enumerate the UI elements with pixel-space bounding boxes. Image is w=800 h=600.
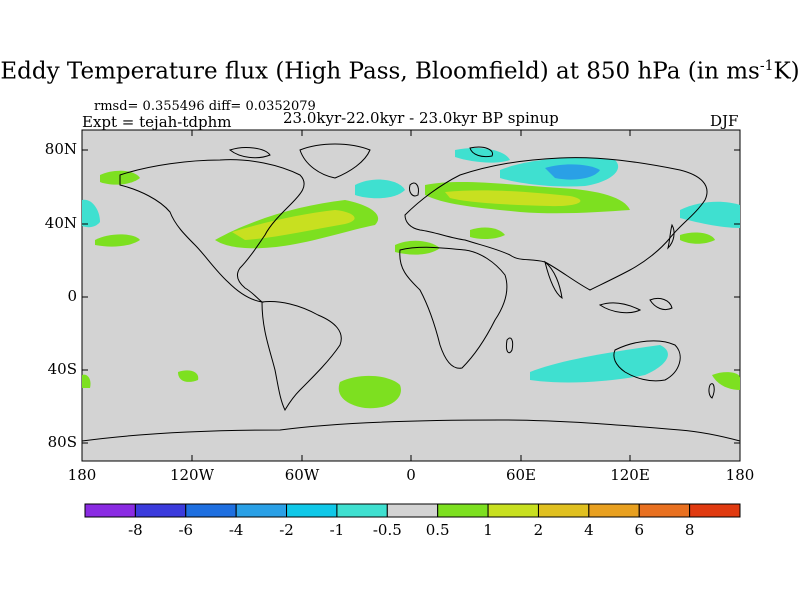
lat-label-80n: 80N — [44, 140, 77, 158]
colorbar-label: 0.5 — [425, 521, 450, 539]
lon-label-120w: 120W — [169, 466, 215, 484]
period-label: 23.0kyr-22.0kyr - 23.0kyr BP spinup — [283, 109, 559, 127]
colorbar — [84, 503, 741, 518]
colorbar-label: -2 — [279, 521, 294, 539]
colorbar-label: 8 — [684, 521, 695, 539]
colorbar-label: 6 — [634, 521, 644, 539]
lat-label-40s: 40S — [47, 360, 77, 378]
map-title: Eddy Temperature flux (High Pass, Bloomf… — [0, 58, 800, 85]
map-background — [81, 129, 741, 462]
lon-label-180e: 180 — [725, 466, 755, 484]
patch-med-green-2 — [470, 227, 505, 240]
lat-label-80s: 80S — [47, 433, 77, 451]
colorbar-label: -8 — [128, 521, 143, 539]
patch-north-sea-cyan — [455, 148, 510, 163]
colorbar-box — [185, 503, 237, 518]
lon-label-180w: 180 — [67, 466, 97, 484]
experiment-label: Expt = tejah-tdphm — [82, 113, 232, 131]
colorbar-label: -0.5 — [372, 521, 402, 539]
colorbar-label: -4 — [228, 521, 244, 539]
colorbar-label: -6 — [178, 521, 194, 539]
stats-text: rmsd= 0.355496 diff= 0.0352079 — [94, 99, 316, 114]
patch-siberia-blue — [545, 164, 600, 180]
colorbar-box — [588, 503, 640, 518]
colorbar-box — [336, 503, 388, 518]
patch-pacific-cyan-east — [680, 201, 740, 228]
colorbar-box — [537, 503, 590, 518]
colorbar-label: -1 — [329, 521, 345, 539]
lon-label-60e: 60E — [505, 466, 537, 484]
patch-eurasia-yellow — [445, 190, 581, 207]
colorbar-label: 2 — [533, 521, 544, 539]
patch-w-edge-green — [82, 374, 91, 388]
colorbar-box — [386, 503, 439, 518]
patch-n-atlantic-yellow — [232, 210, 355, 240]
colorbar-box — [286, 503, 338, 518]
coastlines — [81, 143, 741, 442]
colorbar-box — [638, 503, 691, 518]
lon-label-60w: 60W — [284, 466, 320, 484]
colorbar-box — [134, 503, 187, 518]
lat-label-40n: 40N — [44, 214, 77, 232]
colorbar-box — [437, 503, 489, 518]
lat-label-0: 0 — [67, 287, 77, 305]
colorbar-box — [487, 503, 539, 518]
patch-south-atlantic-green — [338, 375, 401, 409]
patch-greenland-cyan — [355, 179, 405, 199]
lon-label-0: 0 — [406, 466, 416, 484]
colorbar-box — [235, 503, 288, 518]
patch-s-pacific-green-e — [712, 372, 740, 390]
patch-indian-ocean-cyan — [530, 345, 668, 383]
lon-label-120e: 120E — [610, 466, 650, 484]
patch-pacific-cyan-west — [82, 199, 100, 228]
tick-marks — [82, 130, 740, 461]
colorbar-box — [689, 503, 741, 518]
patch-pacific-green-b — [95, 234, 140, 247]
anomaly-patches — [82, 148, 740, 409]
patch-pacific-green-a — [680, 232, 715, 244]
patch-s-pacific-green — [178, 370, 199, 382]
colorbar-label: 4 — [584, 521, 594, 539]
season-label: DJF — [710, 112, 739, 130]
colorbar-label: 1 — [483, 521, 493, 539]
colorbar-box — [84, 503, 136, 518]
